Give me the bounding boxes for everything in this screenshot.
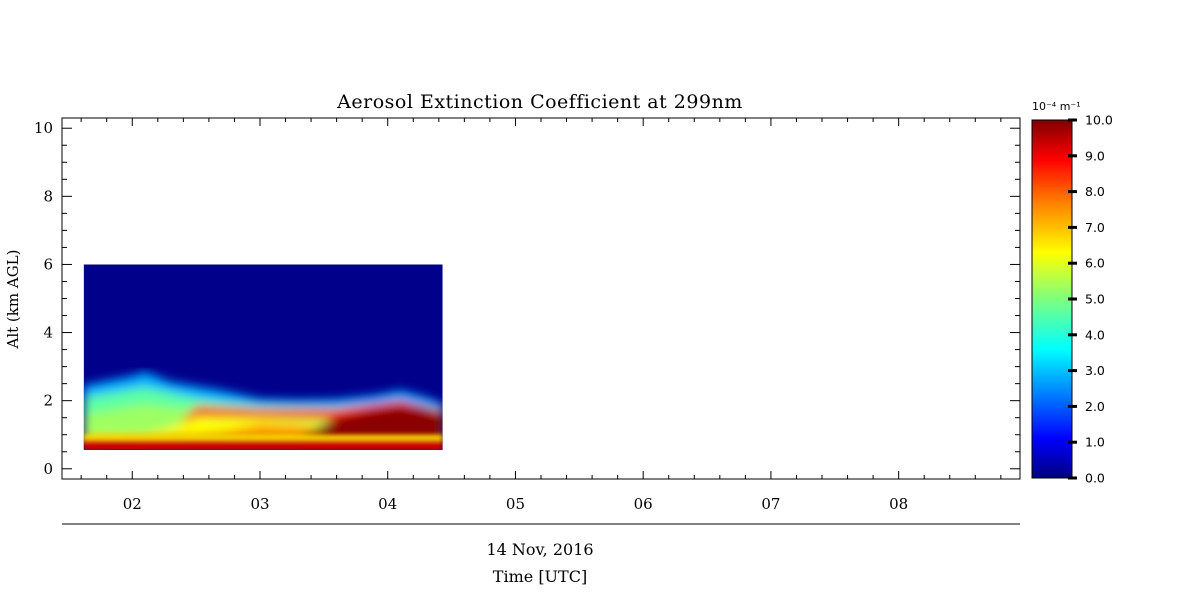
heatmap-layer-surface (83, 439, 443, 451)
colorbar-tick-label: 10.0 (1085, 113, 1113, 128)
heatmap-layer-surface-yellow (83, 434, 443, 440)
colorbar-tick-label: 7.0 (1085, 220, 1105, 235)
y-tick-label: 0 (43, 460, 53, 478)
colorbar-tick-label: 0.0 (1085, 471, 1105, 486)
colorbar-tick-label: 3.0 (1085, 363, 1105, 378)
x-tick-label: 07 (761, 495, 780, 513)
colorbar-gradient (1031, 119, 1073, 479)
y-tick-label: 10 (34, 119, 53, 137)
date-label: 14 Nov, 2016 (486, 540, 593, 559)
x-tick-label: 04 (378, 495, 397, 513)
colorbar-tick-label: 5.0 (1085, 292, 1105, 307)
x-axis-label: Time [UTC] (493, 567, 587, 586)
heatmap (83, 264, 443, 451)
y-tick-label: 6 (43, 255, 53, 273)
heatmap-layer-aloft-red (83, 400, 443, 439)
x-tick-label: 05 (506, 495, 525, 513)
colorbar-tick-label: 2.0 (1085, 399, 1105, 414)
colorbar: 10⁻⁴ m⁻¹ 0.0 1.0 2.0 3.0 4.0 5.0 6.0 7.0 8.0 9.0 1… (1031, 100, 1113, 486)
colorbar-tick-label: 8.0 (1085, 184, 1105, 199)
colorbar-tick-label: 4.0 (1085, 327, 1105, 342)
colorbar-unit: 10⁻⁴ m⁻¹ (1032, 100, 1081, 113)
x-tick-label: 06 (634, 495, 653, 513)
chart-title: Aerosol Extinction Coefficient at 299nm (336, 91, 743, 113)
x-tick-label: 03 (250, 495, 269, 513)
y-axis: 0 2 4 6 8 10 (34, 119, 1020, 478)
x-tick-label: 02 (123, 495, 142, 513)
colorbar-tick-label: 6.0 (1085, 256, 1105, 271)
y-axis-label: Alt (km AGL) (4, 250, 22, 350)
y-tick-label: 4 (43, 324, 53, 342)
colorbar-tick-label: 9.0 (1085, 148, 1105, 163)
colorbar-tick-label: 1.0 (1085, 435, 1105, 450)
y-tick-label: 2 (43, 392, 53, 410)
x-tick-label: 08 (889, 495, 908, 513)
x-axis: 02 03 04 05 06 07 08 (80, 118, 1002, 513)
y-tick-label: 8 (43, 187, 53, 205)
